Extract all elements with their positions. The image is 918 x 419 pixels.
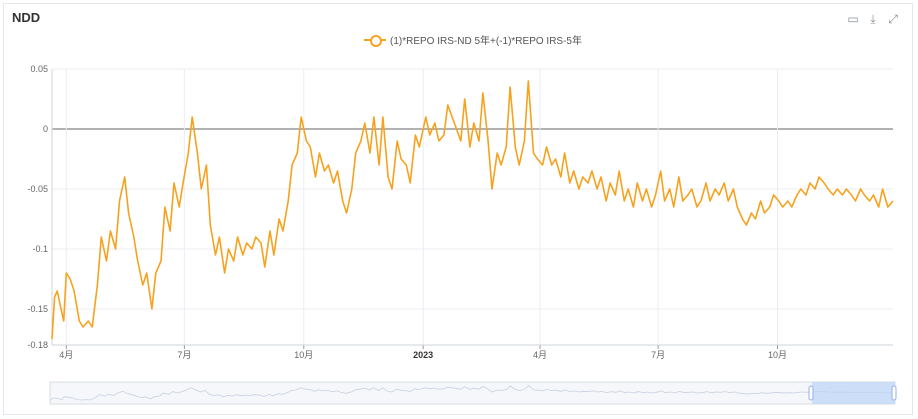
y-tick-label: 0.05 — [30, 64, 48, 74]
datazoom-handle-right[interactable] — [891, 385, 897, 401]
legend-series-marker — [364, 34, 386, 47]
chart-title: NDD — [12, 10, 41, 25]
legend[interactable]: (1)*REPO IRS-ND 5年+(-1)*REPO IRS-5年 — [364, 32, 582, 47]
data-view-icon[interactable]: ▭ — [847, 12, 859, 26]
datazoom-window[interactable] — [812, 382, 895, 404]
x-tick-label: 10月 — [294, 350, 313, 360]
y-tick-label: -0.15 — [27, 304, 48, 314]
x-tick-label: 7月 — [651, 350, 665, 360]
chart-panel: NDD ▭ ⤓ ⤢ (1)*REPO IRS-ND 5年+(-1)*REPO I… — [3, 3, 913, 415]
y-tick-label: -0.05 — [27, 184, 48, 194]
x-tick-label: 4月 — [59, 350, 73, 360]
chart-toolbar: ▭ ⤓ ⤢ — [846, 12, 900, 26]
datazoom-handle-left[interactable] — [808, 385, 814, 401]
y-tick-label: -0.1 — [32, 244, 48, 254]
legend-series-label: (1)*REPO IRS-ND 5年+(-1)*REPO IRS-5年 — [390, 36, 582, 47]
y-tick-label: 0 — [43, 124, 48, 134]
x-tick-label: 10月 — [768, 350, 787, 360]
expand-icon[interactable]: ⤢ — [888, 12, 898, 26]
download-icon[interactable]: ⤓ — [870, 12, 876, 26]
series-line-0[interactable] — [51, 80, 894, 340]
x-tick-label: 4月 — [533, 350, 547, 360]
y-tick-label: -0.18 — [27, 340, 48, 350]
x-tick-label: 2023 — [413, 350, 433, 360]
datazoom-preview — [49, 385, 896, 401]
x-tick-label: 7月 — [177, 350, 191, 360]
